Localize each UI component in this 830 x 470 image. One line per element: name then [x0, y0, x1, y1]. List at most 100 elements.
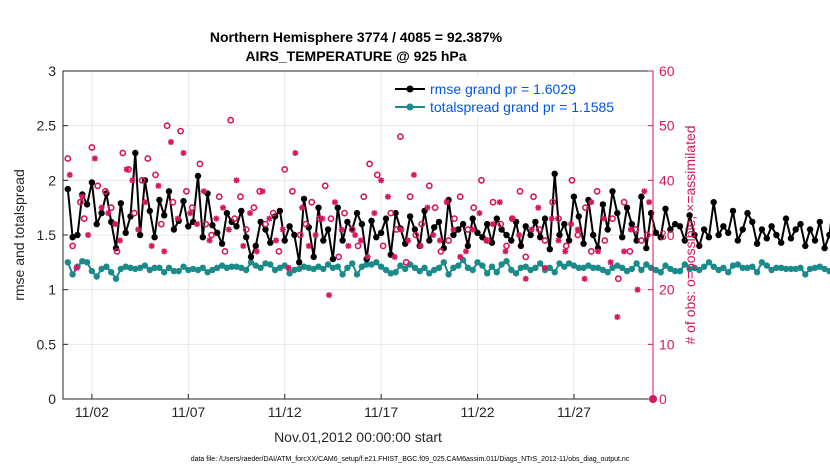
obs-possible-marker: [196, 160, 204, 168]
rmse-line: [66, 152, 830, 264]
obs-assimilated-stroke: [601, 215, 607, 222]
obs-assimilated-stroke: [528, 226, 535, 233]
obs-assimilated-stroke: [312, 232, 319, 238]
totalspread-point: [161, 269, 168, 276]
obs-assimilated-marker: [85, 232, 92, 238]
obs-assimilated-marker: [588, 199, 595, 206]
totalspread-point: [204, 269, 211, 276]
obs-assimilated-marker: [371, 210, 378, 217]
obs-assimilated-marker: [621, 248, 628, 255]
obs-possible-marker: [275, 247, 283, 255]
obs-possible-marker: [130, 209, 138, 217]
totalspread-point: [508, 266, 515, 274]
y-right-tick-label: 10: [659, 336, 675, 352]
rmse-point: [686, 212, 693, 219]
obs-assimilated-marker: [213, 215, 220, 222]
totalspread-point: [811, 264, 819, 271]
y-left-tick-label: 1: [48, 282, 56, 298]
obs-possible-marker: [549, 198, 557, 206]
rmse-point: [551, 170, 558, 177]
rmse-point: [633, 237, 640, 244]
totalspread-point: [69, 271, 76, 278]
obs-assimilated-stroke: [285, 265, 292, 271]
obs-assimilated-marker: [161, 248, 168, 255]
obs-possible-marker: [412, 231, 420, 239]
rmse-point: [797, 220, 804, 228]
obs-assimilated-stroke: [213, 215, 220, 222]
chart-title-line2: AIRS_TEMPERATURE @ 925 hPa: [245, 48, 466, 64]
obs-possible-marker: [614, 275, 622, 283]
legend-spread-marker: [406, 103, 414, 111]
obs-possible-marker: [182, 187, 190, 195]
rmse-point: [474, 229, 481, 236]
obs-assimilated-stroke: [476, 210, 483, 216]
totalspread-point: [262, 260, 269, 267]
footnote: data file: /Users/raeder/DAI/ATM_forcXX/…: [191, 456, 630, 463]
obs-possible-marker: [163, 122, 171, 130]
obs-assimilated-stroke: [306, 243, 312, 249]
rmse-point: [406, 213, 414, 220]
rmse-point: [691, 231, 698, 239]
rmse-point: [450, 231, 457, 239]
totalspread-point: [112, 275, 120, 282]
rmse-point: [614, 209, 621, 217]
totalspread-point: [387, 270, 394, 277]
rmse-point: [165, 188, 173, 195]
rmse-point: [233, 223, 240, 230]
obs-assimilated-stroke: [112, 221, 118, 227]
obs-assimilated-stroke: [240, 243, 247, 249]
obs-possible-marker: [262, 220, 269, 228]
legend-rmse-label: rmse grand pr = 1.6029: [430, 81, 576, 97]
obs-assimilated-stroke: [450, 226, 457, 233]
obs-assimilated-stroke: [155, 183, 162, 189]
obs-possible-marker: [169, 198, 177, 206]
obs-assimilated-stroke: [568, 221, 574, 227]
rmse-point: [435, 218, 443, 226]
obs-assimilated-stroke: [621, 248, 627, 255]
rmse-point: [623, 204, 631, 211]
totalspread-point: [329, 264, 337, 271]
obs-possible-marker: [202, 220, 210, 228]
obs-assimilated-stroke: [385, 193, 391, 200]
obs-assimilated-stroke: [206, 237, 213, 244]
obs-possible-marker: [450, 215, 458, 222]
rmse-point: [185, 223, 192, 230]
totalspread-point: [599, 266, 607, 274]
rmse-point: [238, 207, 245, 215]
totalspread-point: [141, 262, 149, 269]
totalspread-point: [320, 265, 327, 273]
rmse-point: [223, 209, 231, 217]
obs-possible-marker: [308, 198, 316, 206]
obs-assimilated-marker: [378, 177, 385, 184]
obs-assimilated-marker: [266, 215, 273, 222]
obs-assimilated-marker: [312, 232, 319, 238]
rmse-point: [652, 229, 660, 236]
obs-possible-marker: [489, 198, 497, 206]
obs-assimilated-marker: [634, 286, 641, 293]
obs-assimilated-stroke: [509, 215, 516, 222]
obs-possible-marker: [568, 176, 576, 184]
y-right-tick-label: 40: [659, 172, 675, 188]
chart-title-line1: Northern Hemisphere 3774 / 4085 = 92.387…: [210, 29, 503, 45]
obs-possible-marker: [593, 187, 601, 195]
rmse-point: [146, 207, 153, 215]
y-right-tick-label: 60: [659, 63, 675, 79]
obs-possible-marker: [366, 160, 373, 168]
rmse-point: [469, 215, 476, 222]
totalspread-point: [103, 263, 110, 270]
x-tick-label: 11/07: [171, 404, 205, 420]
totalspread-point: [79, 258, 86, 265]
obs-assimilated-marker: [364, 253, 371, 260]
obs-assimilated-marker: [528, 226, 535, 233]
obs-assimilated-stroke: [299, 204, 305, 211]
obs-possible-marker: [497, 220, 505, 228]
totalspread-point: [705, 259, 713, 266]
totalspread-point: [228, 263, 235, 270]
obs-assimilated-stroke: [98, 204, 105, 211]
x-tick-label: 11/12: [268, 404, 302, 420]
obs-possible-marker: [208, 231, 215, 239]
totalspread-point: [165, 264, 173, 271]
obs-assimilated-marker: [331, 199, 338, 206]
rmse-point: [310, 253, 317, 261]
